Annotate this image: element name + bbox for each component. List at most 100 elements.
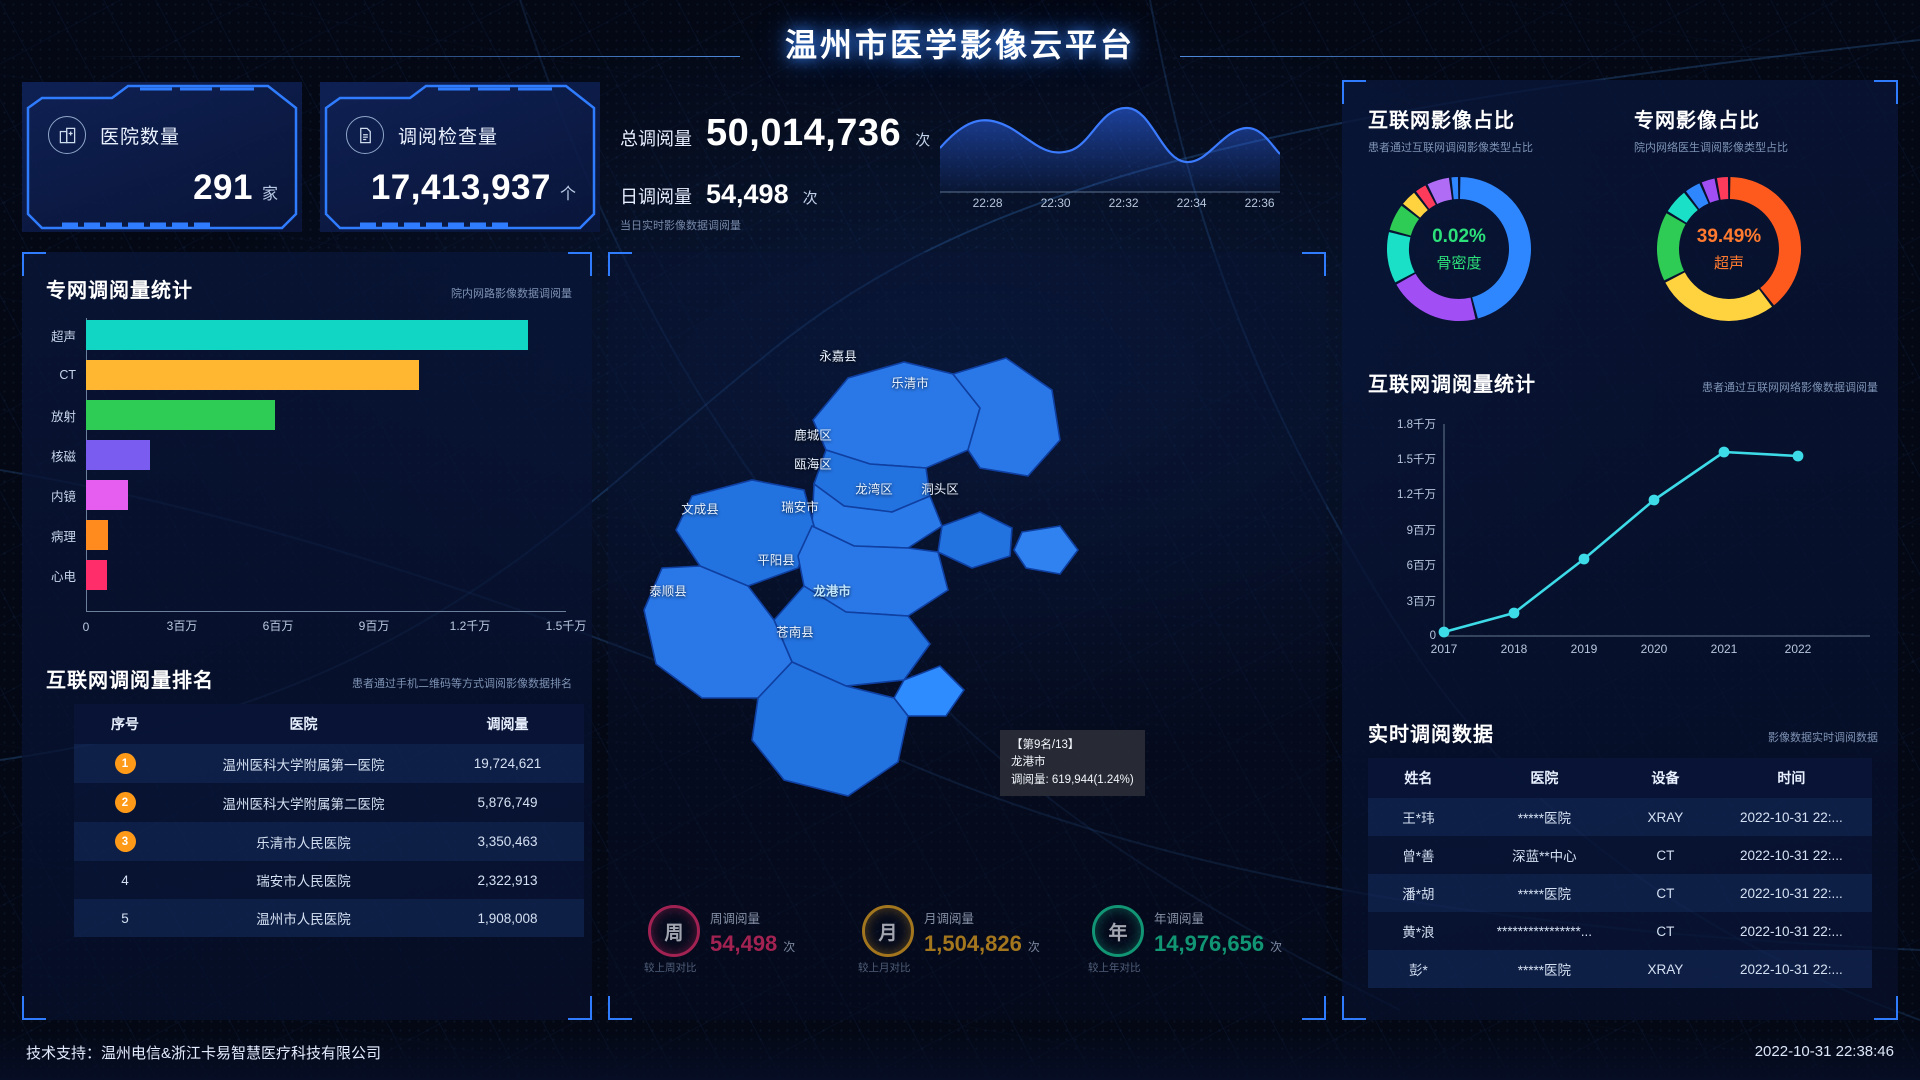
daily-views-label: 日调阅量 (620, 187, 692, 207)
stat-card-value-group: 17,413,937 个 (371, 168, 576, 208)
rank-cell-hospital: 瑞安市人民医院 (176, 861, 431, 899)
wenzhou-map[interactable] (608, 300, 1326, 860)
panel-corner (22, 252, 46, 276)
map-region-taishun[interactable] (643, 565, 793, 699)
tooltip-name: 龙港市 (1011, 756, 1046, 769)
year-value-row: 14,976,656 次 (1154, 931, 1282, 957)
total-views-unit: 次 (915, 132, 931, 149)
table-row[interactable]: 3 乐清市人民医院 3,350,463 (74, 822, 584, 861)
bar-row: 病理 (51, 520, 109, 550)
rt-cell-time: 2022-10-31 22:... (1710, 836, 1872, 874)
dashboard-footer: 技术支持：温州电信&浙江卡易智慧医疗科技有限公司 2022-10-31 22:3… (0, 1028, 1920, 1080)
table-row[interactable]: 王*玮 *****医院 XRAY 2022-10-31 22:... (1368, 798, 1872, 836)
panel-corner (1302, 252, 1326, 276)
line-title: 互联网调阅量统计 (1368, 374, 1536, 396)
bar-label: 放射 (50, 409, 76, 424)
donut-private-chart[interactable]: 39.49% 超声 (1648, 168, 1810, 330)
month-unit: 次 (1028, 938, 1040, 955)
month-badge: 月 (862, 905, 914, 957)
rt-cell-time: 2022-10-31 22:... (1710, 798, 1872, 836)
rt-col-device: 设备 (1619, 758, 1711, 798)
week-unit: 次 (783, 938, 795, 955)
bar-x-tick: 0 (82, 620, 90, 634)
rank-table-wrap[interactable]: 序号 医院 调阅量 1 温州医科大学附属第一医院 19,724,621 2 温州… (74, 704, 584, 937)
line-x-tick: 2017 (1430, 642, 1458, 656)
donut-private-pct: 39.49% (1696, 225, 1762, 247)
rank-cell-hospital: 温州医科大学附属第二医院 (176, 783, 431, 822)
period-year: 年 年调阅量 14,976,656 次 较上年对比 (1088, 905, 1282, 974)
week-note: 较上周对比 (644, 960, 697, 975)
rank-cell-views: 3,350,463 (431, 822, 584, 861)
rank-cell-index: 3 (74, 822, 176, 861)
donut-private-subtitle: 院内网络医生调阅影像类型占比 (1634, 142, 1788, 154)
table-row[interactable]: 潘*胡 *****医院 CT 2022-10-31 22:... (1368, 874, 1872, 912)
line-y-tick: 9百万 (1406, 525, 1436, 537)
bar-label: CT (59, 368, 76, 382)
stat-card-unit: 家 (261, 186, 278, 203)
bar-fill (86, 360, 419, 390)
medal-badge: 3 (114, 831, 136, 852)
line-x-tick: 2020 (1640, 642, 1668, 656)
rank-cell-index: 4 (74, 861, 176, 899)
bar-label: 心电 (50, 569, 76, 584)
panel-corner (1342, 80, 1366, 104)
map-region-longwan[interactable] (937, 511, 1013, 569)
internet-views-line-chart[interactable]: 1.8千万 1.5千万 1.2千万 9百万 6百万 3百万 0 2017 201… (1368, 410, 1878, 690)
bar-label: 病理 (50, 529, 76, 544)
dashboard-header: 温州市医学影像云平台 (0, 0, 1920, 78)
table-row[interactable]: 1 温州医科大学附属第一医院 19,724,621 (74, 744, 584, 783)
private-net-bar-chart: 超声 CT 放射 核磁 内镜 病理 心电 0 3百万 6百万 9百万 1.2千万… (51, 318, 586, 638)
rt-cell-name: 彭* (1368, 950, 1469, 988)
week-value-row: 54,498 次 (710, 931, 795, 957)
table-row[interactable]: 曾*善 深蓝**中心 CT 2022-10-31 22:... (1368, 836, 1872, 874)
donut-private-header: 专网影像占比 院内网络医生调阅影像类型占比 (1634, 104, 1788, 155)
bar-x-tick: 1.2千万 (449, 619, 491, 633)
month-value-row: 1,504,826 次 (924, 931, 1040, 957)
week-block: 周调阅量 54,498 次 较上周对比 (644, 908, 795, 974)
stat-card-head: 调阅检查量 (346, 116, 498, 154)
realtime-table-wrap[interactable]: 姓名 医院 设备 时间 王*玮 *****医院 XRAY 2022-10-31 … (1368, 758, 1872, 988)
panel-corner (22, 996, 46, 1020)
line-x-tick: 2022 (1784, 642, 1812, 656)
table-row[interactable]: 彭* *****医院 XRAY 2022-10-31 22:... (1368, 950, 1872, 988)
realtime-table: 姓名 医院 设备 时间 王*玮 *****医院 XRAY 2022-10-31 … (1368, 758, 1872, 988)
table-row[interactable]: 黄*浪 ****************... CT 2022-10-31 22… (1368, 912, 1872, 950)
bar-fill (86, 480, 128, 510)
total-views-block: 总调阅量 50,014,736 次 日调阅量 54,498 次 当日实时影像数据… (620, 112, 930, 233)
total-views-label: 总调阅量 (620, 129, 692, 149)
table-row[interactable]: 4 瑞安市人民医院 2,322,913 (74, 861, 584, 899)
stat-card-value: 17,413,937 (370, 168, 551, 207)
bar-fill (86, 440, 150, 470)
line-subtitle: 患者通过互联网网络影像数据调阅量 (1702, 382, 1878, 394)
right-panel: 互联网影像占比 患者通过互联网调阅影像类型占比 专网影像占比 院内网络医生调阅影… (1342, 80, 1898, 1020)
rank-col-hospital: 医院 (176, 704, 431, 744)
rank-table: 序号 医院 调阅量 1 温州医科大学附属第一医院 19,724,621 2 温州… (74, 704, 584, 937)
donut-internet-chart[interactable]: 0.02% 骨密度 (1378, 168, 1540, 330)
donut-internet-pct: 0.02% (1432, 225, 1486, 247)
rank-cell-index: 5 (74, 899, 176, 937)
year-note: 较上年对比 (1088, 960, 1141, 975)
year-value: 14,976,656 (1154, 931, 1264, 957)
bar-fill (86, 400, 275, 430)
map-region-yongjia[interactable] (812, 361, 981, 469)
table-row[interactable]: 5 温州市人民医院 1,908,008 (74, 899, 584, 937)
donut-private-name: 超声 (1713, 254, 1744, 272)
current-datetime: 2022-10-31 22:38:46 (1754, 1043, 1894, 1060)
bar-x-tick: 3百万 (166, 619, 198, 633)
bar-row: 心电 (51, 560, 107, 590)
bar-row: 内镜 (51, 480, 128, 510)
map-region-dongtou[interactable] (1013, 525, 1079, 575)
donut-internet-subtitle: 患者通过互联网调阅影像类型占比 (1368, 142, 1533, 154)
table-row[interactable]: 2 温州医科大学附属第二医院 5,876,749 (74, 783, 584, 822)
line-y-tick: 1.5千万 (1397, 454, 1436, 466)
donut-internet-header: 互联网影像占比 患者通过互联网调阅影像类型占比 (1368, 104, 1533, 155)
year-badge: 年 (1092, 905, 1144, 957)
bar-fill (86, 560, 107, 590)
rt-cell-name: 黄*浪 (1368, 912, 1469, 950)
bar-fill (86, 520, 109, 550)
rank-cell-views: 5,876,749 (431, 783, 584, 822)
spark-tick: 22:32 (1108, 196, 1139, 210)
panel-corner (1342, 996, 1366, 1020)
rank-col-index: 序号 (74, 704, 176, 744)
week-title: 周调阅量 (710, 908, 795, 927)
